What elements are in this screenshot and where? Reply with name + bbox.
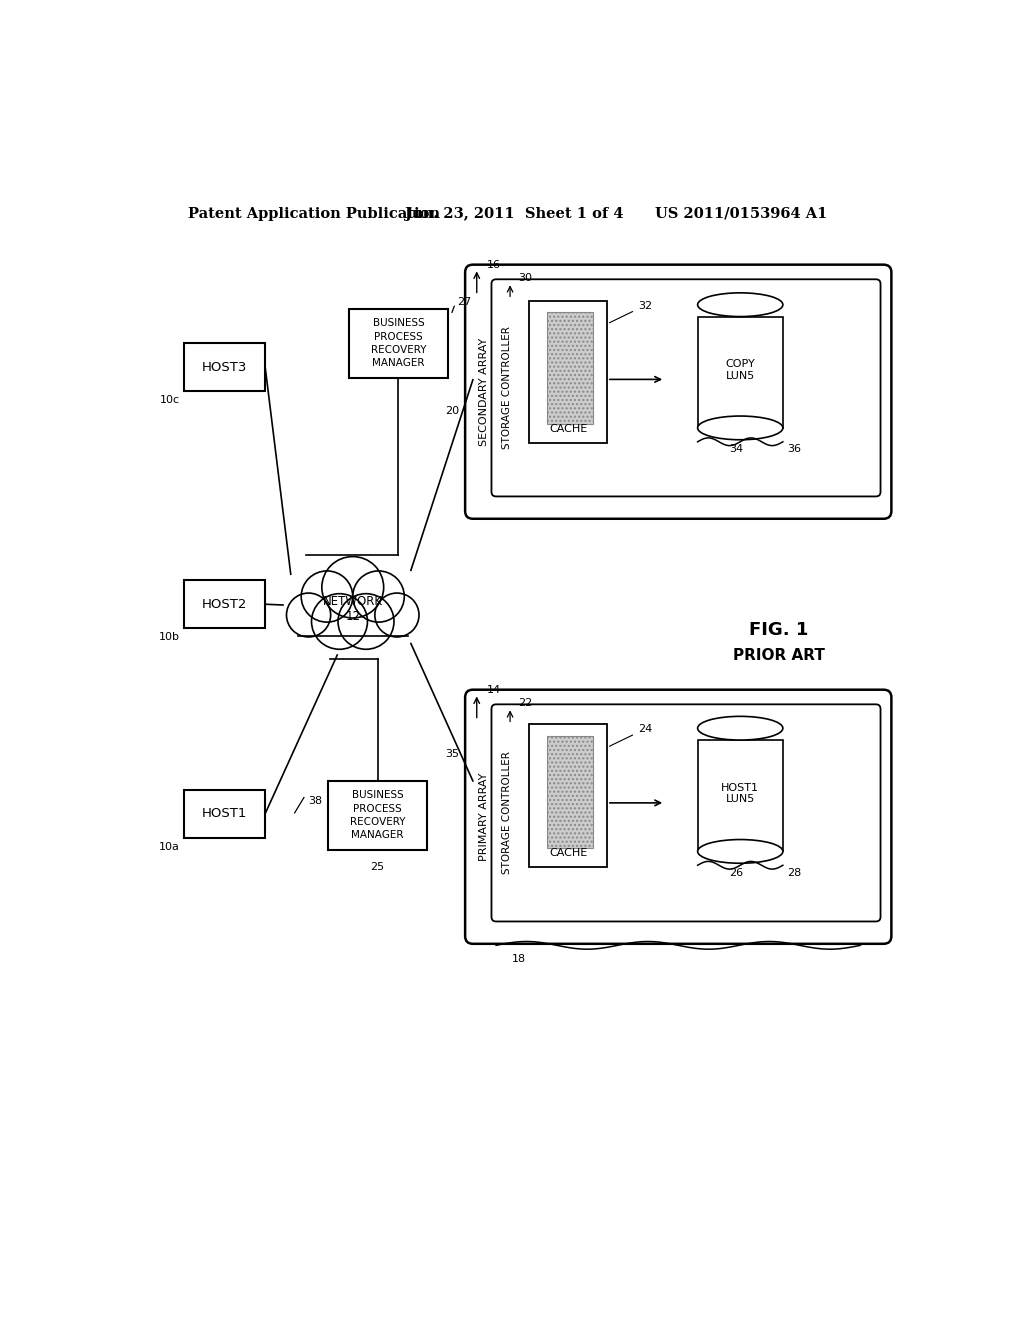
- Bar: [328, 780, 427, 850]
- Text: 10c: 10c: [160, 395, 180, 405]
- Bar: [183, 789, 265, 838]
- Bar: [697, 741, 783, 851]
- Text: 10a: 10a: [159, 842, 180, 851]
- Text: 20: 20: [444, 405, 459, 416]
- Text: NETWORK
12: NETWORK 12: [323, 595, 383, 623]
- Text: HOST1
LUN5: HOST1 LUN5: [721, 783, 759, 804]
- Text: 30: 30: [518, 273, 531, 282]
- Text: 38: 38: [308, 796, 322, 807]
- Text: 36: 36: [786, 445, 801, 454]
- Text: 22: 22: [518, 698, 532, 708]
- Bar: [547, 313, 593, 424]
- Text: US 2011/0153964 A1: US 2011/0153964 A1: [655, 207, 827, 220]
- Text: Patent Application Publication: Patent Application Publication: [188, 207, 440, 220]
- Bar: [183, 581, 265, 628]
- Ellipse shape: [697, 416, 783, 440]
- Text: 34: 34: [729, 445, 743, 454]
- Bar: [183, 343, 265, 391]
- Text: 25: 25: [371, 862, 385, 871]
- Text: HOST1: HOST1: [202, 807, 247, 820]
- Text: 10b: 10b: [159, 632, 180, 643]
- Circle shape: [322, 557, 384, 618]
- Text: BUSINESS
PROCESS
RECOVERY
MANAGER: BUSINESS PROCESS RECOVERY MANAGER: [371, 318, 426, 368]
- Text: Jun. 23, 2011  Sheet 1 of 4: Jun. 23, 2011 Sheet 1 of 4: [406, 207, 624, 220]
- Text: 27: 27: [458, 297, 472, 308]
- Text: 18: 18: [512, 954, 525, 964]
- Circle shape: [311, 594, 368, 649]
- Text: SECONDARY ARRAY: SECONDARY ARRAY: [479, 338, 488, 446]
- Text: FIG. 1: FIG. 1: [750, 620, 809, 639]
- Bar: [529, 725, 607, 867]
- Bar: [697, 317, 783, 428]
- Text: STORAGE CONTROLLER: STORAGE CONTROLLER: [502, 751, 512, 874]
- Circle shape: [287, 593, 331, 638]
- Text: HOST2: HOST2: [202, 598, 247, 611]
- Circle shape: [301, 572, 352, 622]
- Text: 24: 24: [609, 725, 652, 746]
- Ellipse shape: [697, 293, 783, 317]
- Text: COPY
LUN5: COPY LUN5: [725, 359, 755, 381]
- Text: PRIMARY ARRAY: PRIMARY ARRAY: [479, 772, 488, 861]
- FancyBboxPatch shape: [492, 280, 881, 496]
- Text: CACHE: CACHE: [549, 425, 588, 434]
- Bar: [547, 737, 593, 847]
- Bar: [349, 309, 449, 378]
- FancyBboxPatch shape: [465, 264, 891, 519]
- Ellipse shape: [697, 840, 783, 863]
- Text: HOST3: HOST3: [202, 360, 247, 374]
- Text: 14: 14: [486, 685, 501, 694]
- Bar: [298, 586, 408, 636]
- Text: CACHE: CACHE: [549, 847, 588, 858]
- FancyBboxPatch shape: [465, 689, 891, 944]
- Text: PRIOR ART: PRIOR ART: [733, 648, 825, 663]
- Text: STORAGE CONTROLLER: STORAGE CONTROLLER: [502, 326, 512, 449]
- FancyBboxPatch shape: [492, 705, 881, 921]
- Text: BUSINESS
PROCESS
RECOVERY
MANAGER: BUSINESS PROCESS RECOVERY MANAGER: [350, 791, 406, 840]
- Text: 26: 26: [729, 869, 743, 878]
- Circle shape: [375, 593, 419, 638]
- Bar: [529, 301, 607, 444]
- Circle shape: [338, 594, 394, 649]
- Text: 35: 35: [444, 748, 459, 759]
- Circle shape: [352, 572, 404, 622]
- Text: 28: 28: [786, 869, 801, 878]
- Text: 32: 32: [609, 301, 652, 323]
- Ellipse shape: [697, 717, 783, 741]
- Text: 16: 16: [486, 260, 501, 269]
